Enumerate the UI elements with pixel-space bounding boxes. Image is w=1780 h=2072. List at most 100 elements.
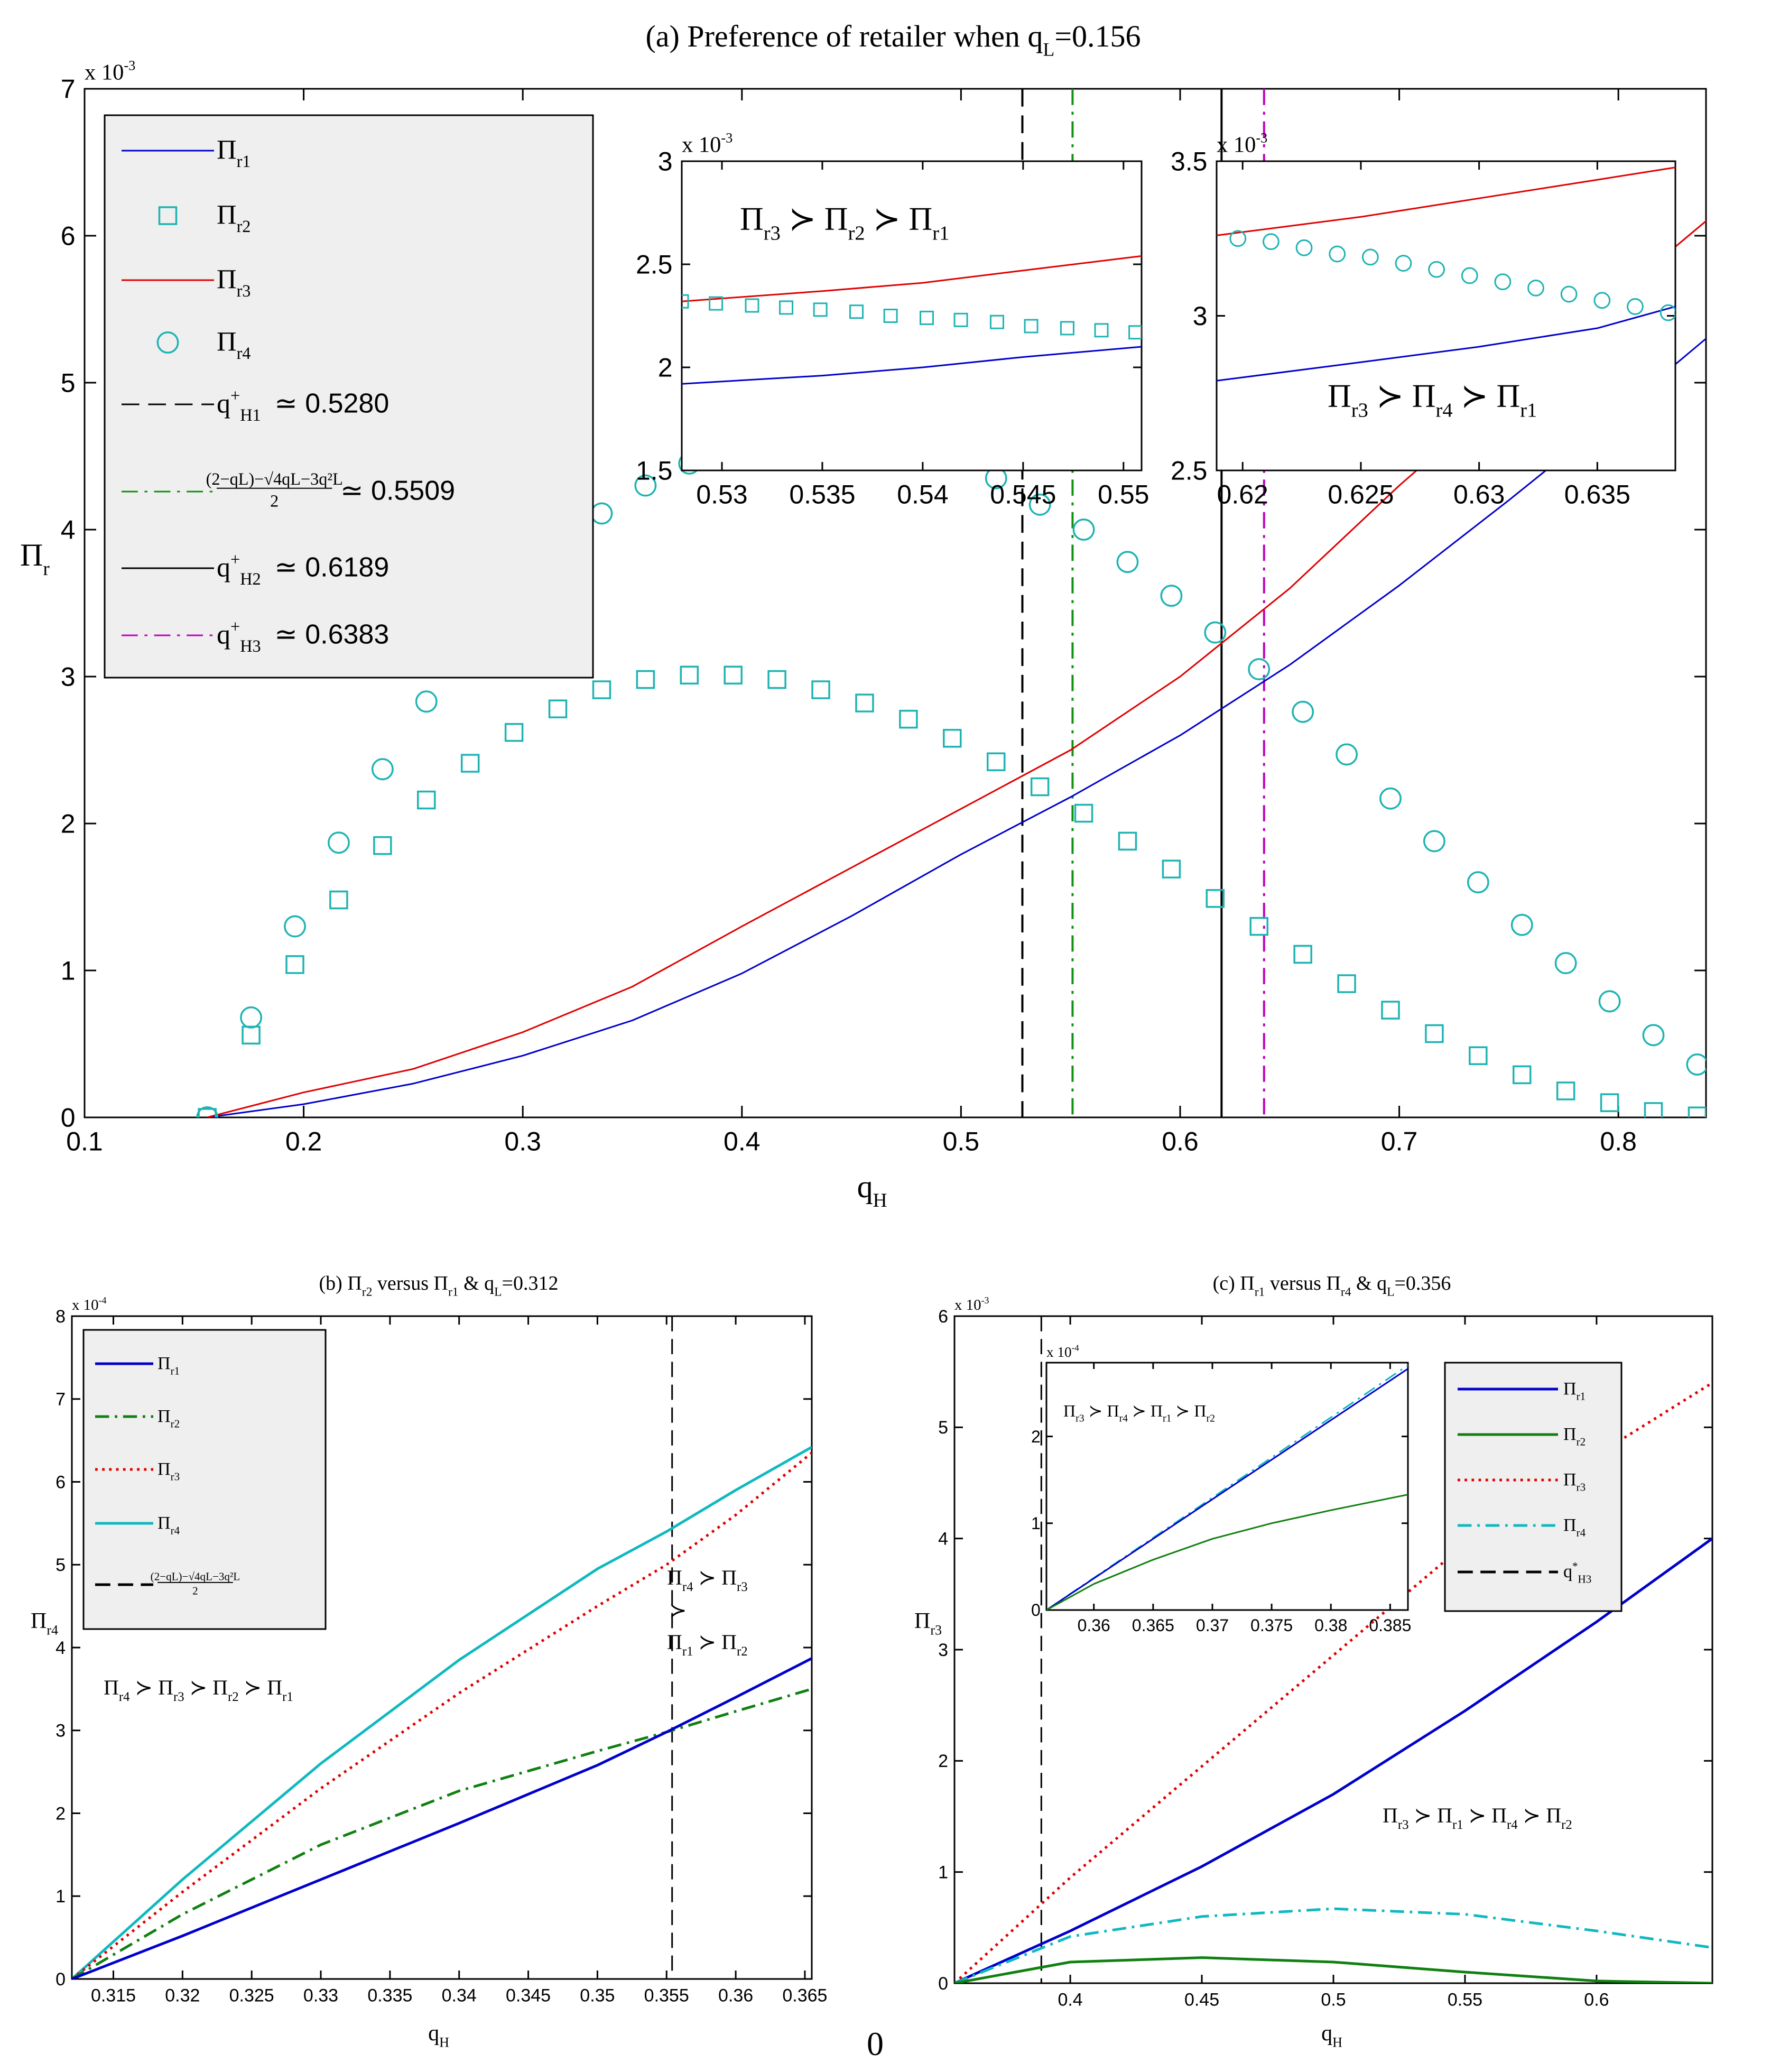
legend-label-part: r2 [171, 1417, 180, 1430]
y-tick-label: 3 [658, 147, 673, 177]
series-r2 [1046, 1494, 1408, 1610]
y-tick-label: 2 [1031, 1427, 1041, 1446]
data-point-circle [1336, 743, 1358, 766]
legend-value: ≃ 0.5509 [340, 476, 455, 506]
data-point-square [1337, 974, 1356, 993]
fraction-numerator: (2−qL)−√4qL−3q²L [151, 1570, 240, 1583]
legend-label-part: Π [157, 1407, 171, 1426]
data-point-circle [1361, 248, 1379, 266]
data-point-circle [1598, 990, 1621, 1013]
inset-annotation-part: r3 [1076, 1413, 1084, 1424]
series-line [207, 338, 1706, 1117]
chart-title-part: (c) Π [1213, 1272, 1255, 1294]
legend-label: q+​H2​ [217, 550, 261, 588]
legend-b: Πr1​ Πr2​ Πr3​ Πr4​ (2−qL)−√4qL−3q²L 2 [82, 1329, 327, 1630]
y-scale-label-part: x 10 [1217, 133, 1256, 158]
y-tick-label: 5 [938, 1418, 948, 1438]
y-axis-label-part: Π [914, 1609, 930, 1633]
legend-label-part: r4 [1577, 1526, 1586, 1539]
legend-label-part: + [230, 550, 240, 569]
legend-label-part: q [217, 389, 230, 419]
axes-a2: 0.62 0.625 0.63 0.635 2.5 3 3.5 x 10-3​ Πr3​ ≻ Π… [1171, 131, 1676, 510]
inset-annotation-part: Π [1328, 378, 1351, 414]
data-point-circle [1686, 1053, 1706, 1076]
series-line [72, 1451, 812, 1979]
chart-title-part: r4 [1341, 1285, 1351, 1299]
chart-title-part: L [1387, 1285, 1394, 1299]
legend-label: q+​H3​ [217, 617, 261, 655]
chart-title-part: r1 [448, 1285, 459, 1299]
chart-title-part: & q [459, 1272, 495, 1294]
legend-label-part: Π [217, 135, 237, 165]
x-tick-label: 0.34 [442, 1986, 477, 2006]
y-scale-label-part: x 10 [1046, 1344, 1072, 1360]
chart-title-part: (a) Preference of retailer when q [645, 19, 1043, 53]
x-tick-label: 0.6 [1584, 1990, 1609, 2010]
x-tick-label: 0.35 [580, 1986, 615, 2006]
x-tick-label: 0.36 [1078, 1616, 1110, 1635]
x-tick-label: 0.62 [1217, 480, 1268, 510]
data-point-square [709, 296, 724, 311]
relation-annotation-part: ≻ [184, 1676, 213, 1699]
y-scale-label-part: x 10 [682, 133, 721, 158]
x-tick-label: 0.375 [1250, 1616, 1293, 1635]
data-point-square [1600, 1093, 1619, 1112]
x-tick-label: 0.3 [504, 1127, 541, 1157]
data-point-square [1249, 917, 1268, 936]
x-tick-label: 0.1 [66, 1127, 103, 1157]
relation-annotation-part: Π [721, 1630, 737, 1654]
legend-fraction: (2−qL)−√4qL−3q²L 2 [151, 1570, 240, 1597]
series-r3 [72, 1451, 812, 1979]
data-point-circle [1423, 830, 1445, 853]
x-axis-label: qH​ [428, 2021, 449, 2050]
y-tick-label: 4 [55, 1638, 66, 1658]
data-point-square [745, 298, 759, 313]
y-scale-label-part: -3 [981, 1295, 989, 1306]
chart-title-part: L [1043, 39, 1054, 60]
inset-annotation-part: r1 [1163, 1413, 1172, 1424]
data-point-square [1128, 325, 1142, 340]
legend-label-part: q [1563, 1562, 1572, 1581]
y-tick-label: 2.5 [636, 250, 673, 280]
y-tick-label: 2.5 [1171, 456, 1208, 486]
series-r4 [1046, 1364, 1408, 1610]
data-point-square [242, 1025, 261, 1045]
data-point-square [919, 310, 934, 325]
fraction-denominator: 2 [192, 1585, 198, 1597]
series-r3 [682, 255, 1142, 302]
inset-annotation-part: r2 [1206, 1413, 1215, 1424]
y-tick-label: 0 [61, 1103, 76, 1133]
data-point-square [1644, 1102, 1663, 1117]
fraction-numerator: (2−qL)−√4qL−3q²L [206, 469, 343, 488]
legend-label: Πr2​ [1563, 1424, 1586, 1448]
series-line [1046, 1368, 1408, 1610]
y-tick-label: 4 [61, 515, 76, 545]
x-tick-label: 0.36 [718, 1986, 753, 2006]
legend-a: Πr1​ Πr2​ Πr3​ Πr4​ q+​H1​ ≃ 0.5280 (2−qL)−√4q… [104, 114, 594, 679]
x-axis-label-part: q [428, 2021, 439, 2046]
data-point-circle [327, 831, 350, 854]
y-axis-label-part: Π [31, 1609, 47, 1633]
data-point-square [417, 790, 436, 810]
data-point-square [1162, 859, 1181, 878]
data-point-square [1425, 1024, 1444, 1043]
y-scale-label: x 10-3​ [1217, 131, 1267, 158]
relation-annotation-part: Π [104, 1676, 119, 1699]
series-r1 [72, 1657, 812, 1979]
x-tick-label: 0.355 [644, 1986, 689, 2006]
relation-annotation-part: r3 [737, 1580, 748, 1594]
chart-title-part: versus Π [372, 1272, 448, 1294]
data-point-square [592, 680, 611, 699]
x-tick-label: 0.2 [285, 1127, 322, 1157]
y-axis-label-part: r [43, 558, 50, 580]
inset-annotation-part: Π [1412, 378, 1436, 414]
legend-label-part: q [217, 553, 230, 583]
y-scale-label: x 10-3​ [954, 1295, 989, 1314]
chart-title: (b) Πr2​ versus Πr1​ & qL​=0.312 [319, 1272, 559, 1299]
y-scale-label-part: x 10 [85, 60, 124, 85]
series-r4 [1229, 230, 1675, 321]
x-tick-label: 0.625 [1328, 480, 1394, 510]
data-point-square [724, 665, 743, 684]
relation-annotation: Πr4​ ≻ Πr3​ [667, 1566, 748, 1594]
inset-annotation: Πr3​ ≻ Πr4​ ≻ Πr1​ [1328, 378, 1537, 422]
